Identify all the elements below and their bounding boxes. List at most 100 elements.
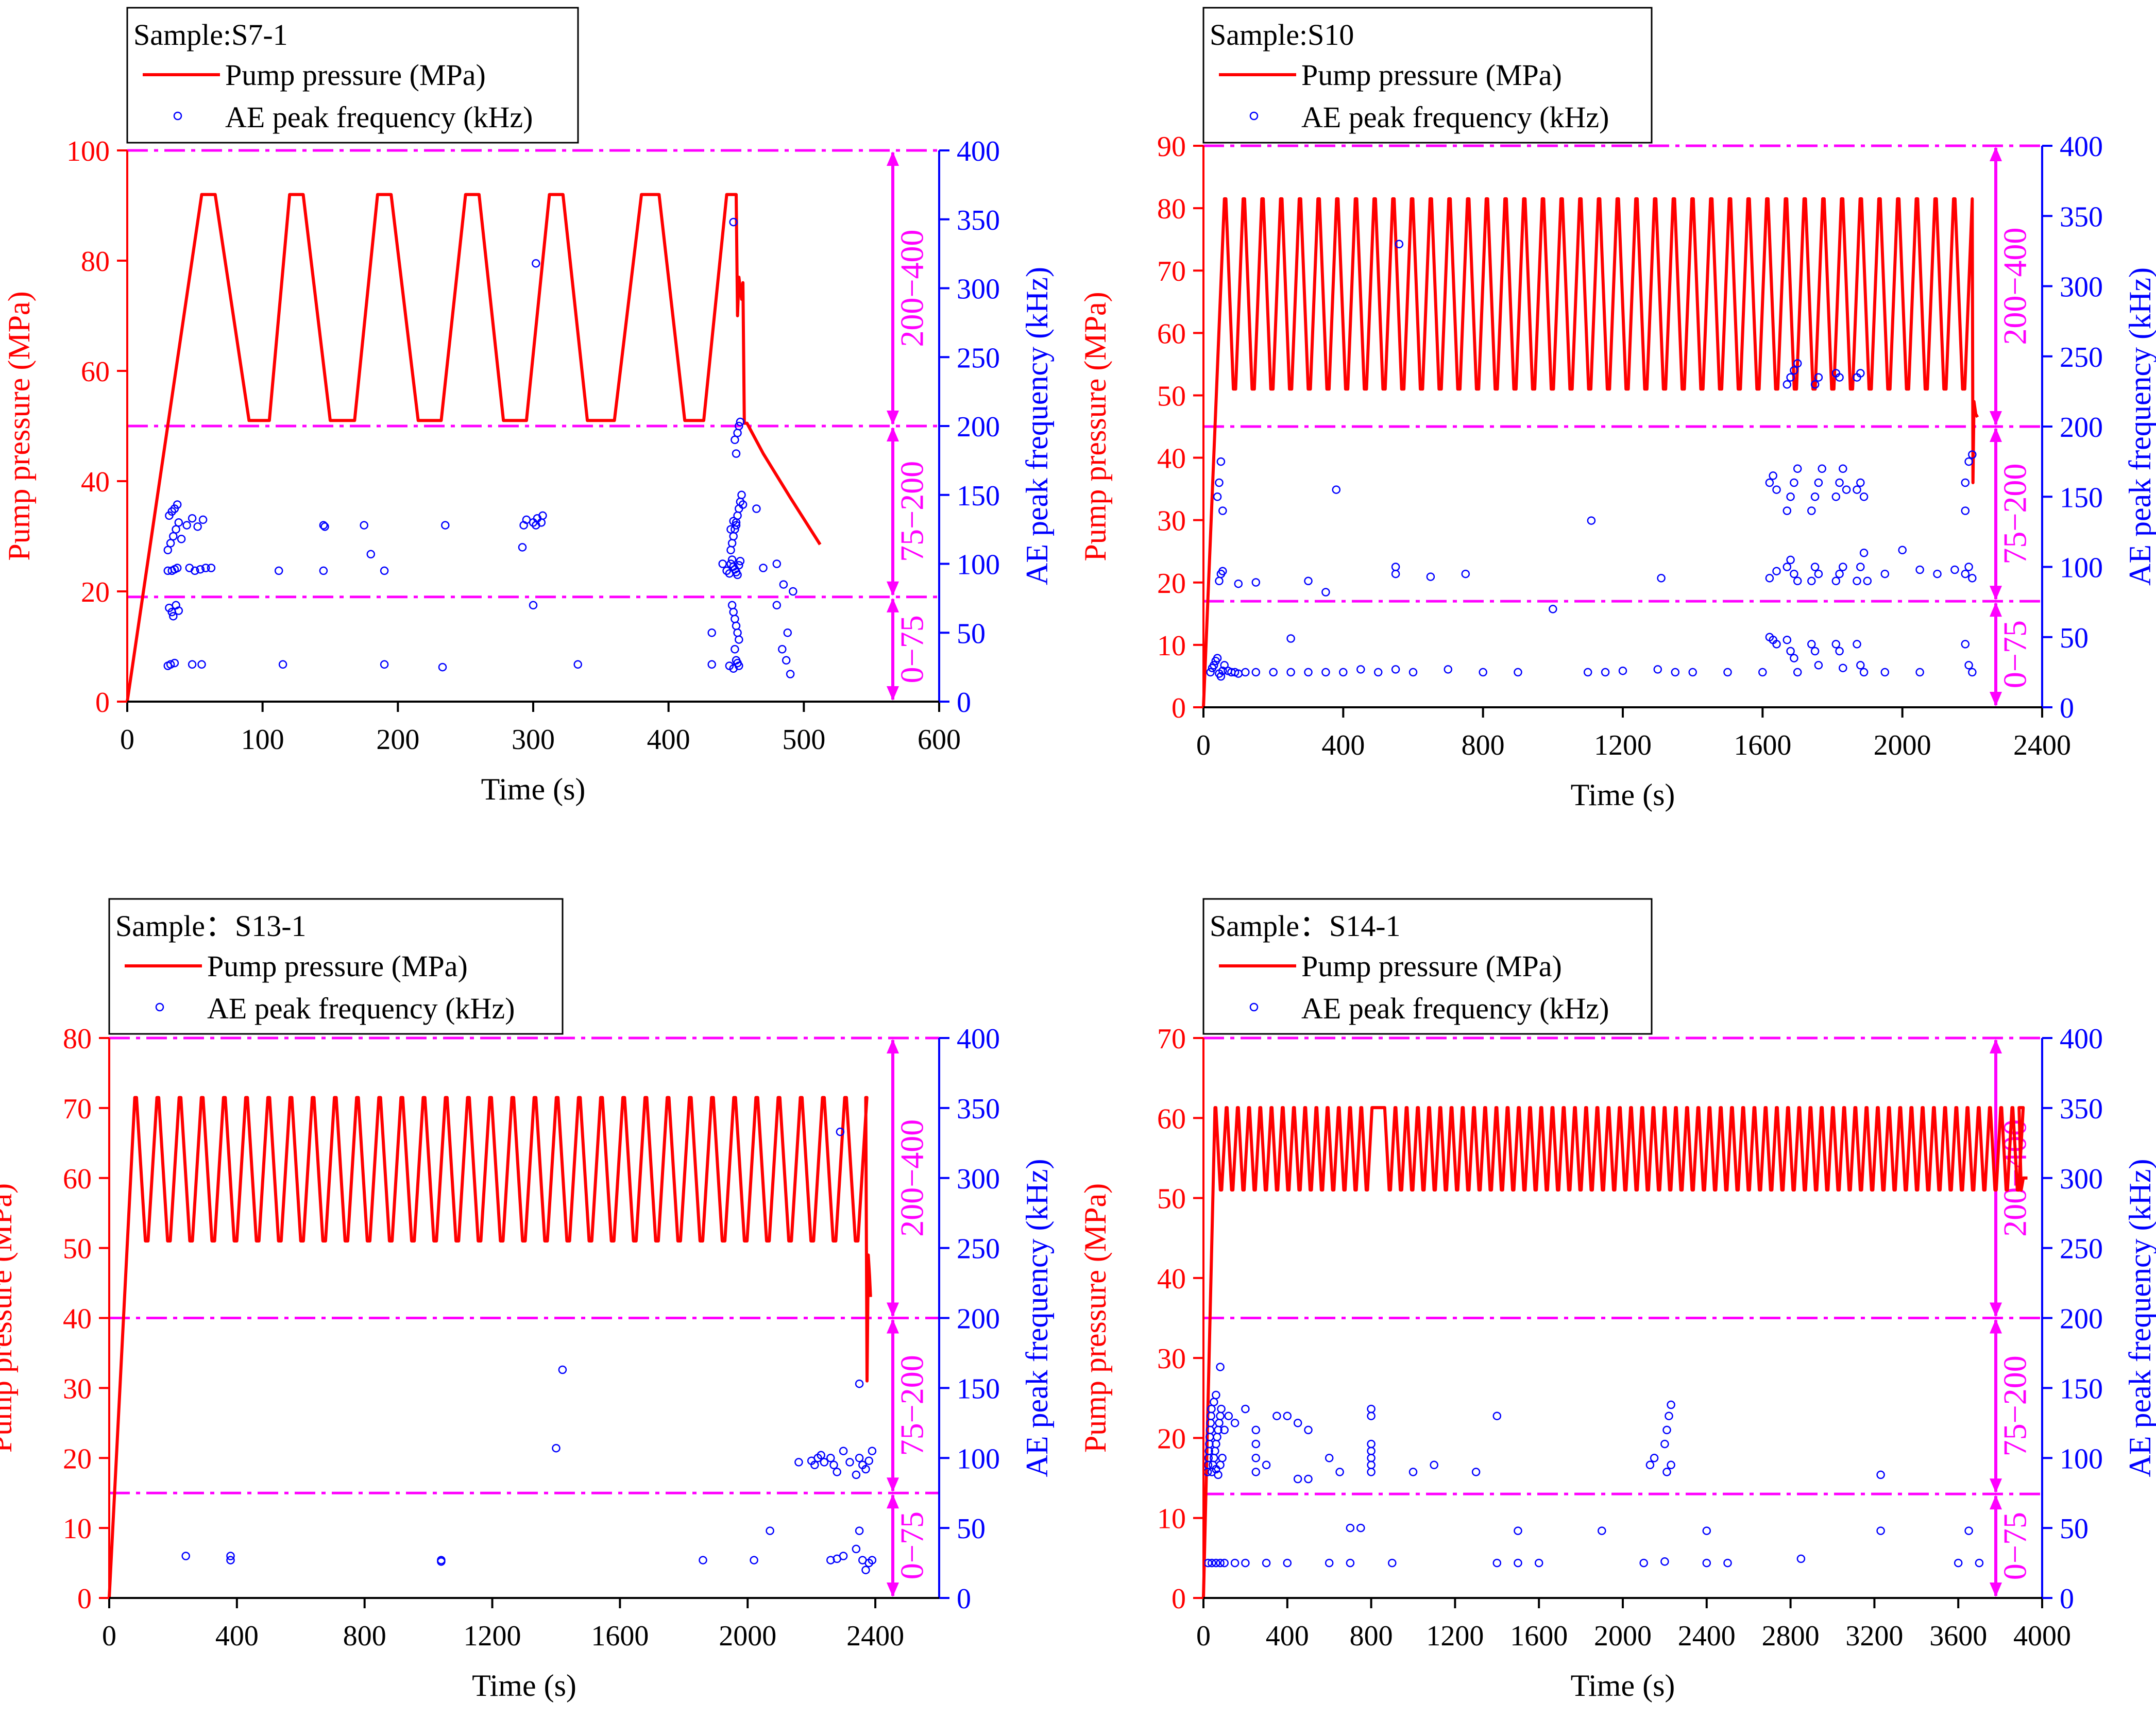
frequency-point	[1356, 1523, 1365, 1533]
frequency-point	[1853, 576, 1861, 586]
frequency-point	[1880, 569, 1890, 579]
right-y-tick-label: 150	[2060, 1373, 2103, 1405]
band-range-arrow	[887, 1319, 899, 1492]
x-tick-label: 1600	[1510, 1620, 1568, 1652]
frequency-point	[1835, 373, 1844, 382]
frequency-point	[1818, 464, 1826, 473]
band-arrow-head-up	[887, 1494, 899, 1509]
frequency-point	[558, 1365, 567, 1374]
frequency-point	[1810, 647, 1820, 656]
x-tick-label: 300	[512, 724, 555, 756]
frequency-point	[1796, 1554, 1806, 1563]
x-tick-label: 1200	[464, 1620, 521, 1652]
right-y-tick-label: 300	[2060, 1163, 2103, 1195]
left-y-tick-label: 0	[1172, 1583, 1186, 1615]
legend-frequency-label: AE peak frequency (kHz)	[225, 100, 533, 134]
left-y-tick-label: 40	[1157, 443, 1186, 475]
frequency-point	[1215, 576, 1224, 586]
frequency-point	[732, 449, 741, 458]
right-y-tick-label: 350	[957, 1093, 1000, 1125]
band-range-arrow	[887, 1494, 899, 1597]
x-tick-label: 200	[376, 724, 419, 756]
frequency-point	[1769, 471, 1777, 480]
band-label: 0−75	[1997, 1512, 2033, 1580]
right-y-tick-label: 150	[2060, 482, 2103, 514]
right-y-tick-label: 100	[2060, 552, 2103, 584]
frequency-point	[766, 1526, 774, 1535]
frequency-point	[1786, 647, 1795, 656]
band-arrow-head-down	[1990, 1302, 2002, 1317]
right-y-tick-label: 250	[2060, 1233, 2103, 1265]
frequency-point	[1251, 1439, 1261, 1449]
band-arrow-head-up	[1990, 1319, 2002, 1334]
frequency-point	[826, 1454, 835, 1462]
x-tick-label: 500	[782, 724, 825, 756]
left-y-tick-label: 0	[95, 687, 110, 719]
frequency-point	[864, 1456, 873, 1465]
right-y-tick-label: 0	[2060, 1583, 2074, 1615]
frequency-point	[1293, 1419, 1302, 1427]
x-axis-title: Time (s)	[1571, 1669, 1675, 1703]
left-y-tick-label: 60	[63, 1163, 92, 1195]
frequency-point	[1657, 574, 1666, 583]
frequency-point	[759, 564, 768, 572]
frequency-point	[1471, 1468, 1481, 1476]
frequency-point	[1859, 668, 1869, 677]
frequency-point	[772, 601, 782, 610]
frequency-point	[1853, 485, 1861, 494]
frequency-point	[1251, 1425, 1261, 1435]
left-y-tick-label: 20	[81, 576, 110, 608]
frequency-point	[722, 566, 731, 575]
frequency-point	[1408, 1468, 1418, 1476]
frequency-point	[438, 662, 447, 672]
frequency-point	[1618, 666, 1627, 675]
frequency-point	[839, 1447, 848, 1455]
x-tick-label: 2800	[1762, 1620, 1820, 1652]
band-label: 75−200	[894, 461, 930, 562]
left-y-tick-label: 50	[63, 1233, 92, 1265]
frequency-point	[1964, 1526, 1973, 1535]
frequency-point	[1964, 457, 1973, 466]
right-y-axis-title: AE peak frequency (kHz)	[2123, 267, 2156, 586]
frequency-point	[726, 525, 735, 534]
band-arrow-head-up	[887, 598, 899, 613]
frequency-point	[731, 615, 739, 623]
frequency-point	[1216, 1460, 1225, 1470]
frequency-point	[1479, 668, 1487, 677]
frequency-point	[1954, 1558, 1963, 1568]
frequency-point	[1671, 668, 1680, 677]
frequency-point	[783, 628, 792, 637]
frequency-point	[518, 543, 527, 552]
frequency-point	[1790, 569, 1798, 579]
frequency-point	[1839, 563, 1847, 571]
frequency-point	[1660, 1439, 1669, 1449]
frequency-point	[1876, 1526, 1885, 1535]
frequency-point	[861, 1566, 870, 1574]
frequency-point	[1793, 576, 1802, 586]
frequency-point	[1391, 665, 1400, 674]
frequency-point	[188, 514, 197, 523]
frequency-point	[820, 1458, 829, 1467]
frequency-point	[1218, 506, 1227, 515]
frequency-point	[197, 660, 206, 669]
legend: Sample:S7-1 Pump pressure (MPa) AE peak fr…	[126, 7, 579, 144]
frequency-point	[1234, 579, 1243, 588]
frequency-point	[789, 587, 797, 596]
frequency-point	[772, 559, 782, 568]
frequency-point	[1218, 666, 1227, 675]
legend-title: Sample：S14-1	[1210, 909, 1401, 943]
x-tick-label: 2400	[2013, 729, 2071, 761]
frequency-point	[169, 611, 178, 621]
frequency-point	[1325, 1558, 1334, 1568]
left-y-tick-label: 50	[1157, 380, 1186, 412]
frequency-point	[1206, 668, 1215, 677]
band-arrow-head-up	[1990, 147, 2002, 161]
left-y-tick-label: 0	[77, 1583, 92, 1615]
frequency-point	[226, 1552, 235, 1560]
frequency-point	[174, 518, 183, 527]
frequency-point	[852, 1544, 861, 1554]
x-tick-label: 800	[343, 1620, 386, 1652]
frequency-point	[1665, 1411, 1673, 1420]
legend-frequency-swatch	[1249, 111, 1259, 121]
